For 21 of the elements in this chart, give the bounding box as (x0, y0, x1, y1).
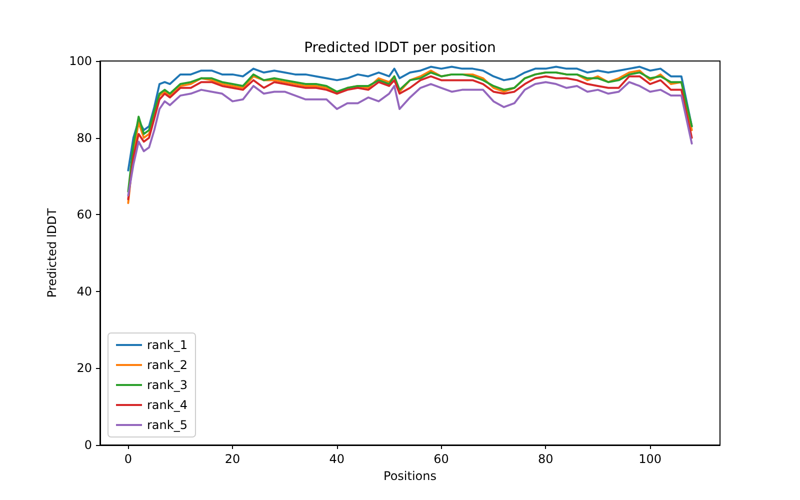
x-axis-title: Positions (384, 468, 436, 483)
legend-label: rank_2 (147, 358, 188, 372)
legend-label: rank_3 (147, 378, 188, 392)
line-series (127, 66, 693, 172)
y-tick-label: 20 (76, 361, 92, 376)
y-axis-title: Predicted lDDT (45, 208, 60, 298)
y-tick-label: 40 (76, 284, 92, 298)
legend-label: rank_5 (147, 418, 188, 432)
x-tick-label: 80 (538, 452, 554, 466)
legend-label: rank_1 (147, 338, 188, 352)
y-tick-label: 80 (76, 130, 92, 145)
legend-label: rank_4 (147, 398, 188, 412)
x-tick-label: 20 (224, 452, 240, 466)
y-tick-label: 0 (84, 438, 92, 452)
x-tick-label: 0 (124, 452, 132, 466)
x-tick-label: 60 (434, 452, 449, 466)
y-tick-label: 60 (76, 208, 92, 222)
x-tick-label: 40 (329, 452, 345, 466)
chart-title: Predicted lDDT per position (304, 40, 496, 56)
x-tick-label: 100 (638, 452, 662, 466)
y-tick-label: 100 (69, 54, 92, 68)
